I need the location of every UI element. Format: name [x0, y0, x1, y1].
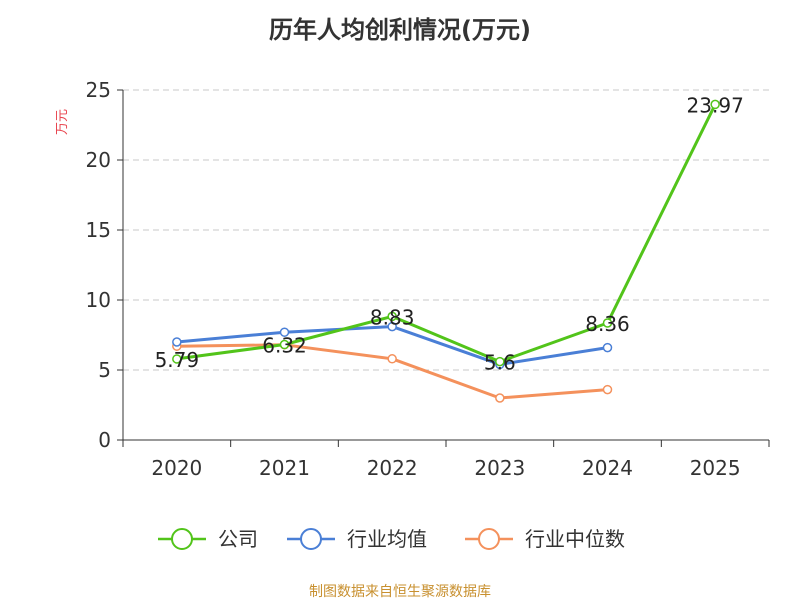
series-line: [176, 103, 717, 364]
y-tick-label: 25: [86, 78, 111, 102]
data-point: [387, 321, 397, 332]
chart-title: 历年人均创利情况(万元): [269, 16, 531, 44]
x-tick-label: 2022: [367, 456, 418, 480]
series-line: [176, 343, 608, 400]
data-label: 5.6: [484, 351, 516, 375]
series-group: [172, 99, 720, 403]
data-point: [172, 337, 182, 347]
data-point: [710, 99, 720, 110]
axes: [117, 89, 770, 447]
data-label: 8.83: [370, 305, 415, 329]
y-tick-label: 5: [98, 358, 111, 382]
y-tick-label: 20: [86, 148, 111, 172]
data-label: 5.79: [155, 348, 200, 372]
data-point: [387, 311, 397, 322]
data-point: [602, 384, 613, 395]
data-point: [279, 327, 290, 337]
y-tick-label: 15: [86, 218, 111, 242]
legend-label: 行业中位数: [525, 527, 625, 551]
x-tick-label: 2021: [259, 456, 310, 480]
data-point: [495, 356, 505, 367]
legend-item[interactable]: 行业均值: [287, 527, 427, 551]
data-point: [172, 354, 182, 364]
x-tick-label: 2024: [582, 456, 633, 480]
y-tick-label: 0: [98, 428, 111, 452]
data-point: [602, 318, 613, 328]
y-axis-unit-label: 万元: [55, 109, 70, 135]
data-label: 8.36: [585, 312, 630, 336]
data-label: 6.32: [262, 334, 307, 358]
legend-item[interactable]: 行业中位数: [465, 527, 625, 551]
legend-label: 公司: [218, 527, 258, 551]
grid-lines: [123, 89, 769, 371]
legend[interactable]: 公司 行业均值 行业中位数: [158, 527, 625, 551]
x-tick-label: 2025: [690, 456, 741, 480]
x-tick-label: 2020: [151, 456, 202, 480]
data-point: [602, 342, 613, 353]
x-tick-label: 2023: [474, 456, 525, 480]
legend-swatch-marker: [171, 528, 193, 550]
legend-label: 行业均值: [347, 527, 427, 551]
source-note: 制图数据来自恒生聚源数据库: [309, 584, 491, 600]
data-point: [279, 339, 290, 350]
data-point: [495, 393, 505, 403]
legend-swatch-marker: [300, 528, 322, 550]
data-labels-group: 5.79 6.32 8.83 5.6 8.36 23.97: [155, 93, 744, 374]
legend-item[interactable]: 公司: [158, 527, 258, 551]
y-tick-label: 10: [86, 288, 111, 312]
data-label: 23.97: [687, 93, 744, 117]
legend-swatch-marker: [478, 528, 500, 550]
data-point: [387, 354, 397, 364]
